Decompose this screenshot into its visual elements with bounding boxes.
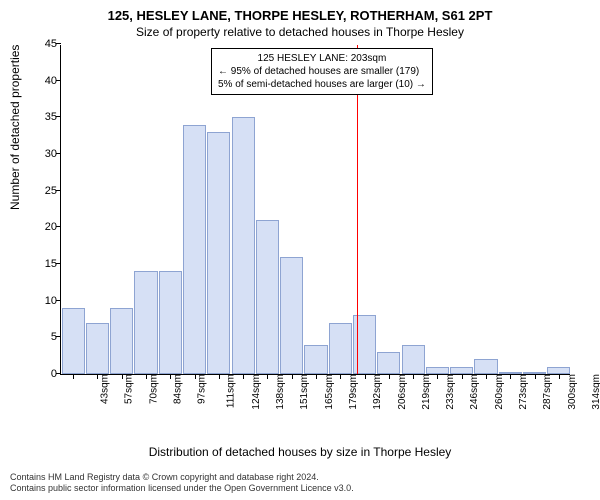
footer-line2: Contains public sector information licen…: [10, 483, 354, 494]
x-tick-label: 151sqm: [296, 374, 311, 410]
x-tick-label: 260sqm: [490, 374, 505, 410]
y-tick-mark: [56, 153, 61, 154]
x-tick-label: 206sqm: [393, 374, 408, 410]
x-tick-mark: [243, 374, 244, 379]
bar: [256, 220, 279, 374]
bar: [377, 352, 400, 374]
bar: [159, 271, 182, 374]
y-tick-mark: [56, 116, 61, 117]
bar: [134, 271, 157, 374]
chart-plot-area: 05101520253035404543sqm57sqm70sqm84sqm97…: [60, 45, 570, 375]
bar: [183, 125, 206, 374]
x-tick-mark: [170, 374, 171, 379]
x-tick-mark: [510, 374, 511, 379]
x-tick-mark: [437, 374, 438, 379]
bar: [280, 257, 303, 374]
x-tick-label: 314sqm: [587, 374, 600, 410]
bar: [426, 367, 449, 374]
x-tick-label: 111sqm: [221, 374, 236, 408]
y-tick-label: 45: [45, 38, 61, 50]
x-axis-label: Distribution of detached houses by size …: [0, 445, 600, 459]
x-tick-mark: [97, 374, 98, 379]
bar: [86, 323, 109, 374]
x-tick-mark: [365, 374, 366, 379]
y-tick-label: 0: [51, 368, 61, 380]
x-tick-label: 165sqm: [320, 374, 335, 410]
x-tick-label: 219sqm: [417, 374, 432, 410]
bar: [547, 367, 570, 374]
y-tick-label: 5: [51, 331, 61, 343]
y-tick-mark: [56, 336, 61, 337]
x-tick-mark: [195, 374, 196, 379]
bar: [207, 132, 230, 374]
y-axis-label: Number of detached properties: [8, 45, 22, 210]
x-tick-mark: [535, 374, 536, 379]
bar: [304, 345, 327, 374]
y-tick-mark: [56, 300, 61, 301]
x-tick-mark: [316, 374, 317, 379]
x-tick-mark: [340, 374, 341, 379]
x-tick-mark: [146, 374, 147, 379]
x-tick-label: 233sqm: [441, 374, 456, 410]
x-tick-mark: [389, 374, 390, 379]
y-tick-mark: [56, 80, 61, 81]
annotation-line: ← 95% of detached houses are smaller (17…: [218, 65, 426, 78]
bar: [62, 308, 85, 374]
annotation-line: 5% of semi-detached houses are larger (1…: [218, 78, 426, 91]
x-tick-label: 124sqm: [247, 374, 262, 410]
bar: [450, 367, 473, 374]
y-tick-label: 20: [45, 221, 61, 233]
x-tick-label: 179sqm: [344, 374, 359, 410]
title-address: 125, HESLEY LANE, THORPE HESLEY, ROTHERH…: [0, 0, 600, 23]
x-tick-label: 192sqm: [368, 374, 383, 410]
x-tick-label: 287sqm: [538, 374, 553, 410]
x-tick-label: 246sqm: [466, 374, 481, 410]
x-tick-label: 273sqm: [514, 374, 529, 410]
bar: [474, 359, 497, 374]
y-tick-label: 30: [45, 148, 61, 160]
annotation-line: 125 HESLEY LANE: 203sqm: [218, 52, 426, 65]
x-tick-mark: [73, 374, 74, 379]
y-tick-label: 35: [45, 111, 61, 123]
bar: [402, 345, 425, 374]
bar: [232, 117, 255, 374]
x-tick-mark: [267, 374, 268, 379]
x-tick-label: 138sqm: [271, 374, 286, 410]
x-tick-mark: [122, 374, 123, 379]
y-tick-mark: [56, 43, 61, 44]
x-tick-mark: [413, 374, 414, 379]
x-tick-mark: [219, 374, 220, 379]
x-tick-mark: [462, 374, 463, 379]
y-tick-mark: [56, 190, 61, 191]
x-tick-mark: [486, 374, 487, 379]
title-subtitle: Size of property relative to detached ho…: [0, 23, 600, 39]
y-tick-label: 15: [45, 258, 61, 270]
y-tick-mark: [56, 373, 61, 374]
y-tick-label: 25: [45, 185, 61, 197]
y-tick-mark: [56, 263, 61, 264]
x-tick-label: 300sqm: [563, 374, 578, 410]
y-tick-mark: [56, 226, 61, 227]
x-tick-mark: [559, 374, 560, 379]
x-tick-mark: [292, 374, 293, 379]
footer-line1: Contains HM Land Registry data © Crown c…: [10, 472, 354, 483]
bar: [110, 308, 133, 374]
y-tick-label: 40: [45, 75, 61, 87]
annotation-box: 125 HESLEY LANE: 203sqm← 95% of detached…: [211, 48, 433, 95]
bar: [329, 323, 352, 374]
y-tick-label: 10: [45, 295, 61, 307]
footer-attribution: Contains HM Land Registry data © Crown c…: [10, 472, 354, 495]
